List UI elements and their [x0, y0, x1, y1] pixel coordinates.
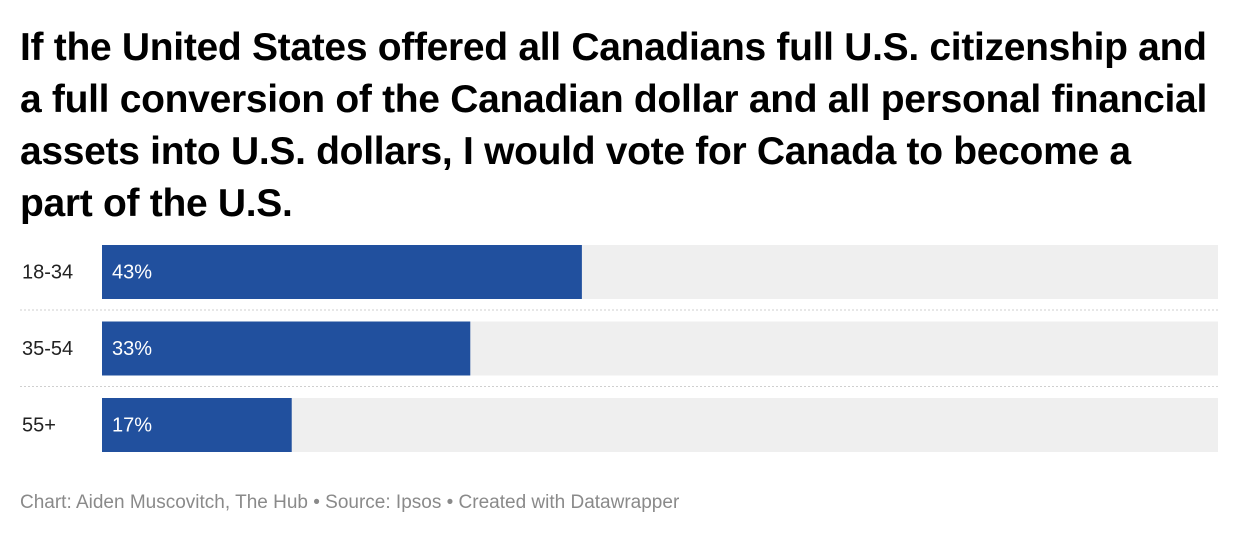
value-label: 17%	[112, 414, 152, 436]
value-label: 33%	[112, 338, 152, 360]
value-label: 43%	[112, 261, 152, 283]
bar	[102, 321, 471, 376]
category-label: 18-34	[22, 261, 73, 283]
chart-title: If the United States offered all Canadia…	[20, 26, 1207, 225]
category-label: 35-54	[22, 338, 73, 360]
bar	[102, 398, 292, 452]
bar	[102, 245, 582, 299]
chart-footer: Chart: Aiden Muscovitch, The Hub • Sourc…	[20, 492, 680, 513]
category-label: 55+	[22, 414, 56, 436]
chart: 43% 18-34 33% 35-54 17% 55+	[20, 245, 1218, 452]
